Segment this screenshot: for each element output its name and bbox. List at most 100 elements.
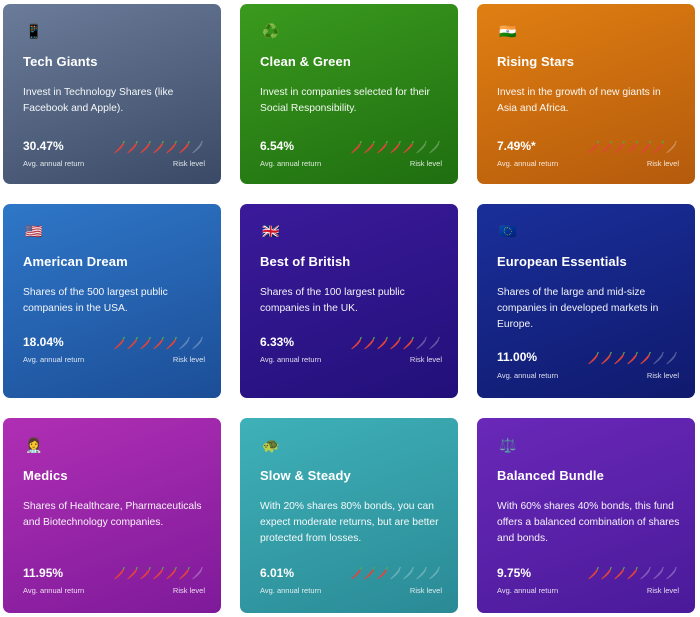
risk-meter [587, 140, 679, 154]
chili-pepper-icon-active [153, 566, 164, 580]
fund-card-rising-stars[interactable]: 🇮🇳 Rising Stars Invest in the growth of … [477, 4, 695, 184]
card-title: Clean & Green [260, 54, 351, 69]
annual-return-label: Avg. annual return [497, 371, 559, 380]
chili-pepper-icon-active [351, 336, 362, 350]
chili-pepper-icon-active [140, 566, 151, 580]
risk-level-label: Risk level [409, 586, 442, 595]
annual-return-label: Avg. annual return [260, 586, 322, 595]
chili-pepper-icon-active [351, 140, 362, 154]
chili-pepper-icon-active [127, 336, 138, 350]
chili-pepper-icon-active [640, 140, 651, 154]
risk-meter [113, 566, 205, 580]
eu-flag-icon: 🇪🇺 [499, 223, 517, 239]
chili-pepper-icon-active [627, 566, 638, 580]
chili-pepper-icon-active [601, 566, 612, 580]
annual-return-label: Avg. annual return [497, 586, 559, 595]
card-description: Shares of the 100 largest public compani… [260, 287, 405, 314]
annual-return-value: 6.01% [260, 566, 295, 580]
risk-meter [350, 336, 442, 350]
chili-pepper-icon-active [588, 566, 599, 580]
card-description: Invest in companies selected for their S… [260, 87, 430, 114]
card-description: Invest in Technology Shares (like Facebo… [23, 87, 174, 114]
card-description: Shares of Healthcare, Pharmaceuticals an… [23, 501, 202, 528]
chili-pepper-icon-active [377, 566, 388, 580]
card-title: Balanced Bundle [497, 468, 604, 483]
card-description: Invest in the growth of new giants in As… [497, 87, 661, 114]
risk-meter [587, 351, 679, 365]
chili-pepper-icon-active [114, 336, 125, 350]
fund-card-tech-giants[interactable]: 📱 Tech Giants Invest in Technology Share… [3, 4, 221, 184]
chili-pepper-icon-active [364, 140, 375, 154]
fund-card-balanced-bundle[interactable]: ⚖️ Balanced Bundle With 60% shares 40% b… [477, 418, 695, 613]
card-title: Slow & Steady [260, 468, 351, 483]
chili-pepper-icon-inactive [416, 336, 427, 350]
chili-pepper-icon-active [114, 140, 125, 154]
chili-pepper-icon-active [166, 566, 177, 580]
chili-pepper-icon-inactive [429, 566, 440, 580]
annual-return-value: 7.49%* [497, 139, 536, 153]
fund-card-slow-steady[interactable]: 🐢 Slow & Steady With 20% shares 80% bond… [240, 418, 458, 613]
annual-return-label: Avg. annual return [23, 355, 85, 364]
chili-pepper-icon-active [614, 566, 625, 580]
chili-pepper-icon-active [364, 566, 375, 580]
fund-card-american-dream[interactable]: 🇺🇸 American Dream Shares of the 500 larg… [3, 204, 221, 398]
chili-pepper-icon-inactive [653, 351, 664, 365]
chili-pepper-icon-active [403, 336, 414, 350]
chili-pepper-icon-inactive [666, 140, 677, 154]
chili-pepper-icon-inactive [179, 336, 190, 350]
risk-level-label: Risk level [172, 586, 205, 595]
chili-pepper-icon-active [127, 140, 138, 154]
risk-level-label: Risk level [172, 355, 205, 364]
annual-return-value: 18.04% [23, 335, 64, 349]
chili-pepper-icon-inactive [666, 351, 677, 365]
risk-level-label: Risk level [409, 159, 442, 168]
chili-pepper-icon-active [390, 140, 401, 154]
card-description: With 20% shares 80% bonds, you can expec… [260, 501, 439, 544]
risk-level-label: Risk level [646, 371, 679, 380]
annual-return-value: 30.47% [23, 139, 64, 153]
chili-pepper-icon-inactive [429, 140, 440, 154]
fund-card-clean-green[interactable]: ♻️ Clean & Green Invest in companies sel… [240, 4, 458, 184]
chili-pepper-icon-active [601, 140, 612, 154]
chili-pepper-icon-active [614, 351, 625, 365]
usa-flag-icon: 🇺🇸 [25, 223, 43, 239]
chili-pepper-icon-inactive [666, 566, 677, 580]
risk-level-label: Risk level [172, 159, 205, 168]
chili-pepper-icon-active [601, 351, 612, 365]
annual-return-value: 11.00% [497, 350, 538, 364]
chili-pepper-icon-active [166, 140, 177, 154]
chili-pepper-icon-inactive [416, 140, 427, 154]
risk-meter [113, 336, 205, 350]
annual-return-value: 9.75% [497, 566, 532, 580]
chili-pepper-icon-inactive [403, 566, 414, 580]
card-title: Rising Stars [497, 54, 575, 69]
chili-pepper-icon-inactive [390, 566, 401, 580]
fund-card-best-of-british[interactable]: 🇬🇧 Best of British Shares of the 100 lar… [240, 204, 458, 398]
chili-pepper-icon-active [114, 566, 125, 580]
card-description: Shares of the large and mid-size compani… [497, 287, 659, 330]
chili-pepper-icon-active [627, 140, 638, 154]
fund-card-european-essentials[interactable]: 🇪🇺 European Essentials Shares of the lar… [477, 204, 695, 398]
risk-meter [113, 140, 205, 154]
mobile-phone-icon: 📱 [25, 23, 43, 39]
card-title: Tech Giants [23, 54, 98, 69]
fund-card-medics[interactable]: 👩‍⚕️ Medics Shares of Healthcare, Pharma… [3, 418, 221, 613]
chili-pepper-icon-inactive [192, 140, 203, 154]
annual-return-value: 6.54% [260, 139, 295, 153]
chili-pepper-icon-active [140, 336, 151, 350]
annual-return-label: Avg. annual return [23, 159, 85, 168]
card-description: Shares of the 500 largest public compani… [23, 287, 168, 314]
chili-pepper-icon-active [403, 140, 414, 154]
uk-flag-icon: 🇬🇧 [262, 223, 280, 239]
risk-meter [350, 140, 442, 154]
chili-pepper-icon-active [640, 351, 651, 365]
card-title: European Essentials [497, 254, 627, 269]
chili-pepper-icon-inactive [192, 566, 203, 580]
chili-pepper-icon-active [166, 336, 177, 350]
recycle-icon: ♻️ [262, 23, 280, 39]
chili-pepper-icon-active [179, 140, 190, 154]
risk-meter [350, 566, 442, 580]
chili-pepper-icon-active [377, 336, 388, 350]
annual-return-label: Avg. annual return [23, 586, 85, 595]
chili-pepper-icon-active [627, 351, 638, 365]
